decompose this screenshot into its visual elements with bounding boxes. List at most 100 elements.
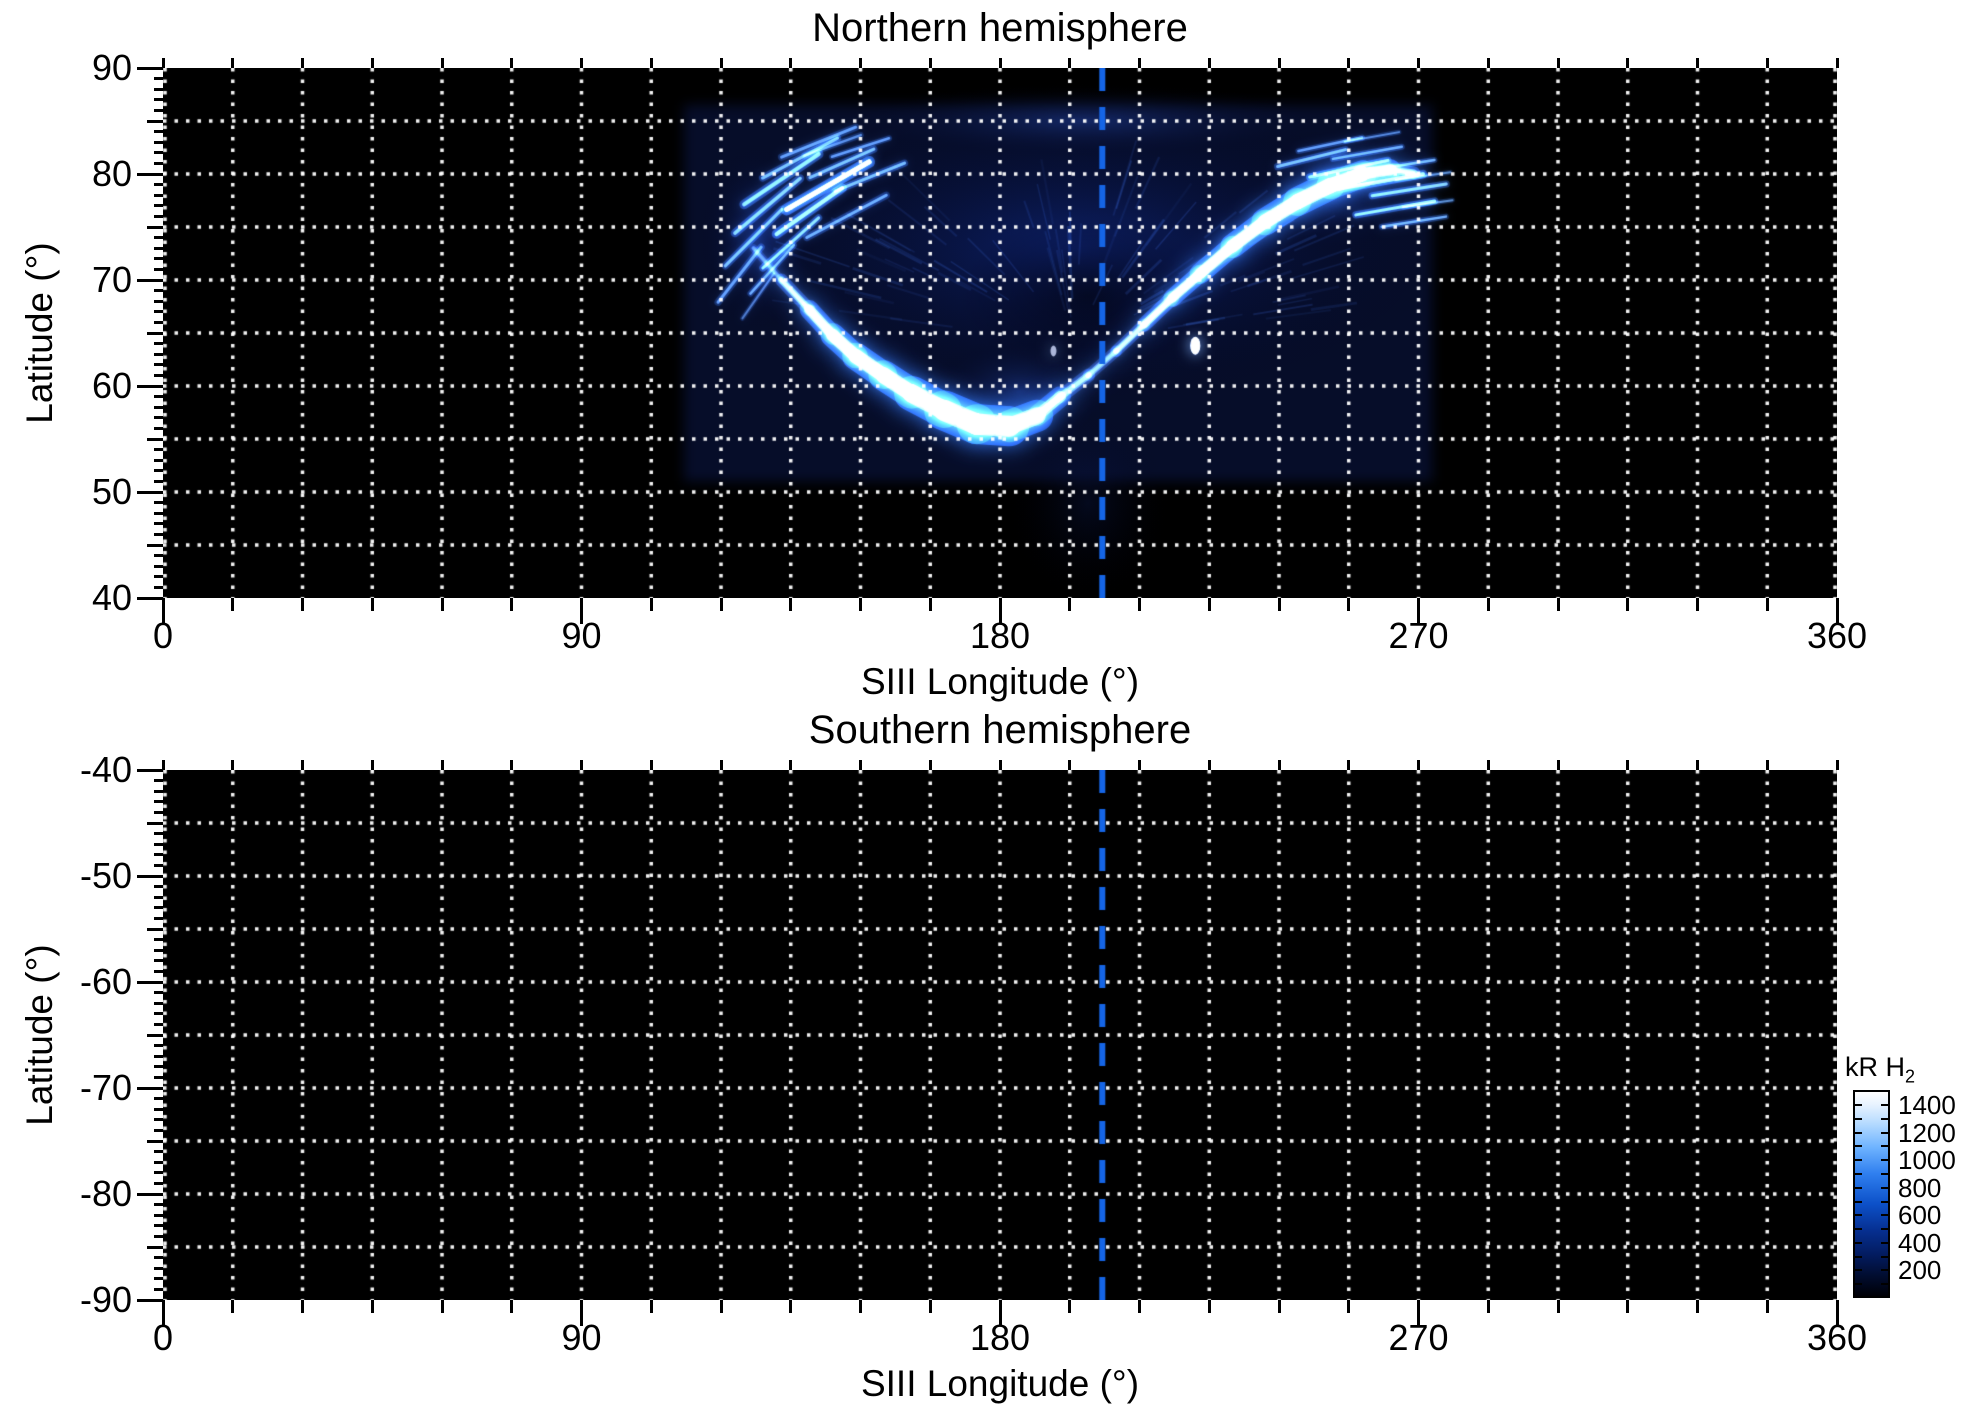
colorbar-tick <box>1881 1214 1888 1217</box>
y-tick <box>154 789 163 793</box>
colorbar-tick <box>1881 1090 1888 1093</box>
y-tick <box>154 1065 163 1069</box>
x-tick-top <box>1138 58 1141 68</box>
x-tick-top <box>928 58 932 68</box>
x-tick-top <box>859 58 862 68</box>
y-tick-label: 90 <box>91 47 132 88</box>
x-tick <box>301 598 304 611</box>
y-tick <box>154 779 163 783</box>
x-tick-top <box>1207 760 1211 770</box>
x-tick-top <box>370 760 374 770</box>
y-tick <box>154 863 163 867</box>
y-tick-label: -70 <box>79 1067 132 1108</box>
x-tick <box>440 598 444 611</box>
x-tick <box>719 1300 723 1313</box>
x-tick-top <box>1556 58 1560 68</box>
y-tick <box>154 991 163 995</box>
x-tick <box>1486 1300 1490 1313</box>
x-tick <box>1068 598 1072 611</box>
y-tick <box>154 1224 163 1228</box>
x-tick-top <box>789 760 793 770</box>
colorbar-tick <box>1881 1269 1888 1272</box>
colorbar-tick-label: 800 <box>1898 1172 1942 1203</box>
south-plot-canvas <box>163 770 1837 1300</box>
y-tick <box>154 469 163 473</box>
y-tick <box>154 1171 163 1175</box>
x-tick-top <box>1417 58 1420 68</box>
y-tick <box>137 172 163 176</box>
x-tick-top <box>1765 760 1769 770</box>
x-tick <box>370 1300 374 1313</box>
x-tick <box>1486 598 1490 611</box>
y-tick <box>154 853 163 857</box>
y-tick <box>154 342 163 346</box>
y-tick <box>154 352 163 356</box>
x-tick <box>1835 1300 1839 1326</box>
x-tick-top <box>1835 58 1839 68</box>
colorbar-tick <box>1881 1145 1888 1148</box>
colorbar-tick <box>1881 1200 1888 1203</box>
y-tick <box>154 1044 163 1048</box>
colorbar-tick <box>1855 1090 1862 1093</box>
x-tick <box>649 598 653 611</box>
y-tick <box>147 1139 163 1143</box>
x-tick-top <box>1277 760 1281 770</box>
y-tick <box>137 490 163 494</box>
y-tick <box>154 1213 163 1217</box>
y-tick-label: 70 <box>91 259 132 300</box>
y-tick <box>137 596 163 600</box>
x-tick-label: 90 <box>561 1317 602 1358</box>
y-tick <box>154 98 163 102</box>
x-tick <box>1417 598 1420 624</box>
colorbar-tick <box>1881 1283 1888 1286</box>
y-tick <box>147 927 163 931</box>
x-tick <box>510 598 514 611</box>
x-tick-top <box>1696 760 1699 770</box>
x-tick-top <box>1626 58 1630 68</box>
x-tick-top <box>998 58 1002 68</box>
colorbar-tick <box>1881 1186 1888 1189</box>
x-tick-top <box>1835 760 1839 770</box>
y-tick <box>154 130 163 134</box>
y-tick <box>147 1033 163 1037</box>
x-tick <box>859 598 862 611</box>
y-tick-label: -50 <box>79 855 132 896</box>
y-tick <box>154 267 163 271</box>
x-tick-top <box>1486 760 1490 770</box>
x-tick-top <box>1556 760 1560 770</box>
y-tick <box>154 564 163 568</box>
x-tick-top <box>649 760 653 770</box>
y-tick <box>154 1075 163 1079</box>
x-tick-top <box>1486 58 1490 68</box>
y-tick <box>147 437 163 441</box>
y-tick <box>154 1054 163 1058</box>
y-tick-label: -60 <box>79 961 132 1002</box>
y-tick <box>154 236 163 240</box>
x-tick-label: 360 <box>1806 1317 1868 1358</box>
x-tick <box>1765 598 1769 611</box>
x-tick-top <box>1626 760 1630 770</box>
y-tick <box>137 1192 163 1196</box>
x-tick <box>1068 1300 1072 1313</box>
y-tick <box>154 885 163 889</box>
y-tick <box>147 119 163 123</box>
y-tick <box>154 193 163 197</box>
y-tick <box>147 543 163 547</box>
y-tick <box>154 895 163 899</box>
y-tick <box>154 1234 163 1238</box>
x-tick <box>1347 598 1351 611</box>
y-tick <box>154 416 163 420</box>
colorbar-tick <box>1855 1117 1862 1120</box>
x-tick <box>928 1300 932 1313</box>
y-tick <box>154 373 163 377</box>
colorbar-tick <box>1881 1104 1888 1107</box>
y-tick-label: -80 <box>79 1173 132 1214</box>
y-tick <box>137 980 163 984</box>
y-tick <box>154 320 163 324</box>
x-tick <box>580 1300 583 1326</box>
x-tick <box>1277 1300 1281 1313</box>
colorbar-tick <box>1855 1200 1862 1203</box>
x-tick <box>510 1300 514 1313</box>
y-tick <box>154 310 163 314</box>
